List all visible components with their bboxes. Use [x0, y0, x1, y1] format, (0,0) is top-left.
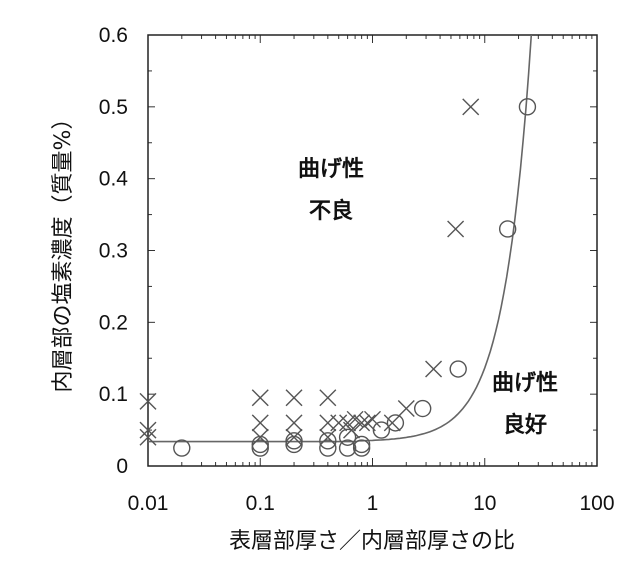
y-tick-label: 0.4 — [99, 168, 129, 191]
o-marker — [286, 436, 302, 452]
x-marker — [347, 411, 363, 427]
x-marker — [365, 411, 381, 427]
x-marker — [426, 361, 442, 377]
x-marker — [252, 390, 268, 406]
x-marker — [286, 429, 302, 445]
y-tick-label: 0.1 — [99, 383, 128, 406]
o-marker — [320, 440, 336, 456]
x-marker — [448, 221, 464, 237]
x-tick-label: 0.01 — [128, 492, 169, 515]
o-marker — [415, 401, 431, 417]
o-marker — [450, 361, 466, 377]
data-points — [140, 99, 535, 456]
x-tick-labels: 0.01 0.1 1 10 100 — [128, 492, 615, 515]
fit-curve — [148, 35, 531, 442]
o-marker — [252, 436, 268, 452]
x-tick-label: 100 — [579, 492, 614, 515]
x-marker — [384, 415, 400, 431]
o-marker — [174, 440, 190, 456]
region-label-good: 良好 — [503, 412, 547, 438]
x-marker — [286, 415, 302, 431]
y-tick-label: 0.5 — [99, 96, 128, 119]
y-axis-title: 内層部の塩素濃度（質量%） — [51, 108, 76, 393]
x-tick-label: 1 — [367, 492, 379, 515]
region-labels: 曲げ性不良曲げ性良好 — [298, 157, 558, 438]
y-tick-label: 0.6 — [99, 24, 128, 47]
x-tick-label: 0.1 — [246, 492, 275, 515]
y-tick-label: 0.3 — [99, 240, 128, 263]
o-marker — [252, 440, 268, 456]
o-marker — [519, 99, 535, 115]
x-marker — [320, 390, 336, 406]
x-tick-label: 10 — [473, 492, 496, 515]
region-label-good: 曲げ性 — [492, 371, 558, 396]
y-tick-label: 0.2 — [99, 311, 128, 334]
o-marker — [354, 436, 370, 452]
o-marker — [387, 415, 403, 431]
region-label-bad: 曲げ性 — [298, 157, 364, 182]
region-label-bad: 不良 — [309, 198, 353, 224]
x-marker — [286, 390, 302, 406]
x-marker — [463, 99, 479, 115]
y-tick-label: 0 — [116, 455, 128, 478]
y-tick-labels: 0 0.1 0.2 0.3 0.4 0.5 0.6 — [99, 24, 129, 478]
x-axis-title: 表層部厚さ／内層部厚さの比 — [229, 529, 515, 554]
x-marker — [398, 401, 414, 417]
x-marker — [252, 415, 268, 431]
